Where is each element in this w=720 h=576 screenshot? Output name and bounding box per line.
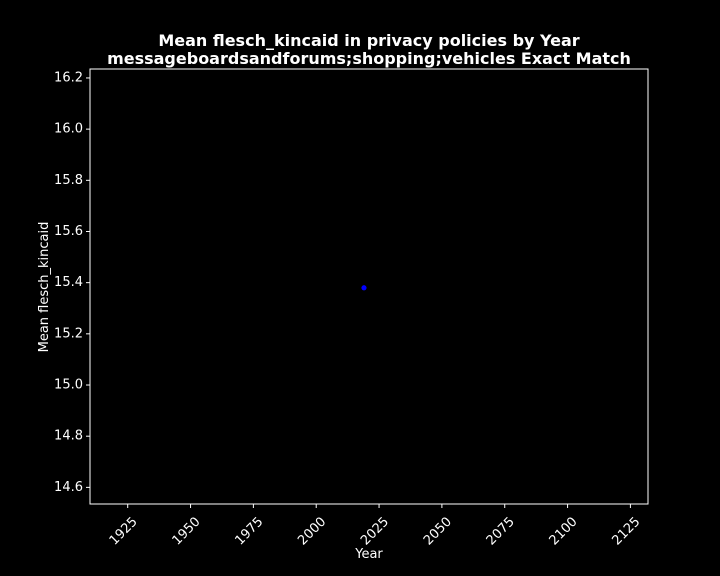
x-tick-label: 1975: [232, 514, 266, 548]
chart-title-line2: messageboardsandforums;shopping;vehicles…: [107, 49, 631, 68]
y-tick-label: 14.8: [54, 429, 83, 444]
plot-area-frame: [89, 68, 649, 505]
y-tick-label: 15.2: [54, 326, 83, 341]
y-axis-ticks: 14.6 14.8 15.0 15.2 15.4 15.6 15.8 16.0 16.2: [54, 70, 90, 495]
y-tick-label: 15.0: [54, 378, 83, 393]
chart-title-line1: Mean flesch_kincaid in privacy policies …: [158, 31, 579, 50]
y-tick-label: 16.0: [54, 122, 83, 137]
y-tick-label: 15.8: [54, 173, 83, 188]
data-point: [361, 285, 367, 291]
x-tick-label: 2000: [295, 514, 329, 548]
x-tick-label: 1950: [170, 514, 204, 548]
y-tick-label: 16.2: [54, 70, 83, 85]
x-tick-label: 2025: [358, 514, 392, 548]
y-axis-label: Mean flesch_kincaid: [37, 222, 52, 353]
y-tick-label: 15.4: [54, 275, 83, 290]
x-axis-ticks: 1925 1950 1975 2000 2025 2050 2075 2100 2125: [107, 504, 643, 548]
y-tick-label: 15.6: [54, 224, 83, 239]
x-axis-label: Year: [354, 547, 383, 562]
x-tick-label: 2125: [609, 514, 643, 548]
x-tick-label: 1925: [107, 514, 141, 548]
y-tick-label: 14.6: [54, 480, 83, 495]
x-tick-label: 2100: [547, 514, 581, 548]
x-tick-label: 2050: [421, 514, 455, 548]
data-points: [361, 285, 367, 291]
x-tick-label: 2075: [484, 514, 518, 548]
